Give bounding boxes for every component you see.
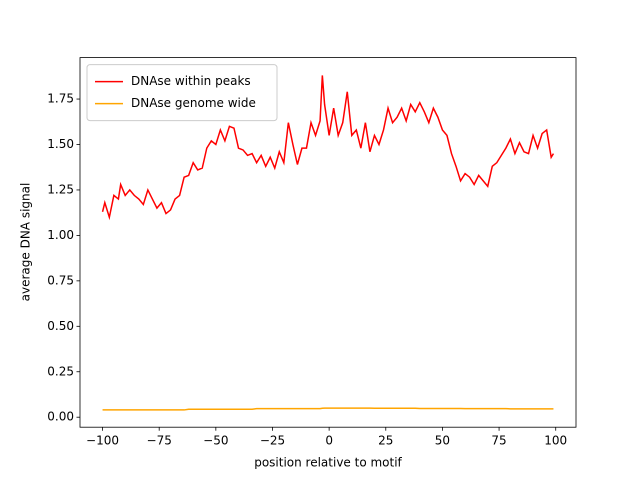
x-tick-label: 100 xyxy=(544,434,567,448)
x-tick-label: 0 xyxy=(325,434,333,448)
y-tick-label: 0.50 xyxy=(47,319,74,333)
x-tick-label: 75 xyxy=(491,434,506,448)
y-tick-label: 0.25 xyxy=(47,364,74,378)
x-tick-label: −25 xyxy=(260,434,285,448)
line-series xyxy=(101,75,555,221)
y-tick-label: 1.00 xyxy=(47,228,74,242)
y-tick-label: 0.00 xyxy=(47,410,74,424)
x-tick-label: 50 xyxy=(435,434,450,448)
y-tick-label: 0.75 xyxy=(47,273,74,287)
x-axis-label: position relative to motif xyxy=(254,456,402,470)
legend-label: DNAse genome wide xyxy=(131,96,256,110)
line-series xyxy=(102,407,554,411)
y-axis-label: average DNA signal xyxy=(19,183,33,302)
legend-box xyxy=(86,64,278,122)
x-tick-label: −75 xyxy=(147,434,172,448)
x-tick-label: −100 xyxy=(86,434,119,448)
y-tick-label: 1.50 xyxy=(47,137,74,151)
x-tick-label: −50 xyxy=(203,434,228,448)
x-tick-label: 25 xyxy=(378,434,393,448)
y-tick-label: 1.75 xyxy=(47,92,74,106)
plot-frame xyxy=(79,57,577,428)
legend-label: DNAse within peaks xyxy=(131,74,251,88)
y-tick-label: 1.25 xyxy=(47,182,74,196)
